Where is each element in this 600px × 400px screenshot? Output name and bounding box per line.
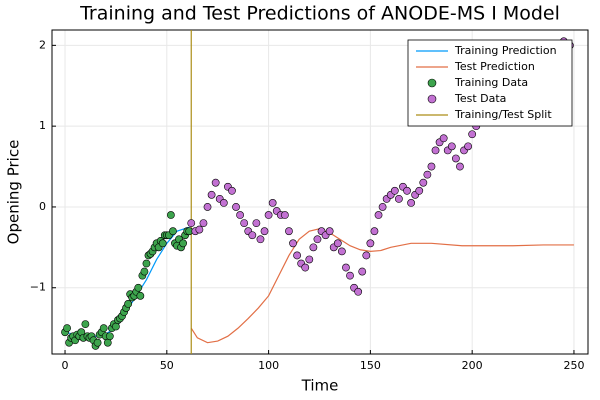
point xyxy=(134,283,143,292)
plot-frame xyxy=(51,29,589,355)
point xyxy=(293,251,301,260)
point xyxy=(362,251,371,260)
point xyxy=(285,227,293,236)
point xyxy=(236,211,244,219)
point xyxy=(228,186,236,195)
point xyxy=(268,199,277,207)
point xyxy=(248,231,257,240)
point xyxy=(142,259,151,268)
point xyxy=(136,291,145,300)
point xyxy=(468,130,477,139)
legend-label: Test Data xyxy=(454,92,506,105)
legend-label: Training Prediction xyxy=(454,44,557,57)
point xyxy=(179,239,187,248)
x-axis-label: Time xyxy=(301,377,339,395)
x-tick-label: 200 xyxy=(462,359,483,372)
legend-symbol xyxy=(427,78,437,88)
x-tick-label: 150 xyxy=(360,359,381,372)
legend-label: Training/Test Split xyxy=(454,108,552,121)
point xyxy=(407,199,415,207)
point xyxy=(313,235,322,244)
point xyxy=(354,287,363,296)
line xyxy=(64,226,190,337)
point xyxy=(280,211,289,219)
point xyxy=(309,243,318,252)
point xyxy=(219,199,228,207)
point xyxy=(195,225,204,234)
point xyxy=(346,271,354,280)
x-tick-label: 250 xyxy=(563,359,584,372)
point xyxy=(103,338,112,347)
point xyxy=(169,227,177,236)
point xyxy=(232,203,240,211)
point xyxy=(112,322,120,331)
legend-symbol xyxy=(427,94,437,104)
point xyxy=(415,186,424,195)
point xyxy=(358,267,367,276)
point xyxy=(427,162,436,171)
point xyxy=(252,219,261,228)
point xyxy=(289,239,297,248)
point xyxy=(403,186,411,195)
point xyxy=(199,219,208,228)
point xyxy=(337,247,346,256)
point xyxy=(378,203,387,211)
legend-label: Training Data xyxy=(454,76,528,89)
y-axis-label: Opening Price xyxy=(5,140,23,245)
y-tick-label: 2 xyxy=(39,38,46,51)
point xyxy=(447,142,456,151)
x-tick-label: 50 xyxy=(160,359,174,372)
point xyxy=(464,142,472,151)
point xyxy=(124,300,133,308)
point xyxy=(394,194,403,203)
point xyxy=(374,211,383,219)
point xyxy=(140,267,149,276)
point xyxy=(187,219,196,228)
point xyxy=(301,263,310,272)
point xyxy=(439,134,448,143)
y-tick-label: 1 xyxy=(39,119,46,132)
point xyxy=(451,154,460,163)
point xyxy=(203,203,212,211)
point xyxy=(260,227,269,236)
point xyxy=(305,255,314,264)
point xyxy=(264,211,273,219)
point xyxy=(166,211,175,219)
line xyxy=(190,228,574,344)
point xyxy=(93,338,102,347)
point xyxy=(211,178,220,187)
point xyxy=(325,227,334,236)
point xyxy=(158,239,167,248)
x-tick-label: 0 xyxy=(62,359,69,372)
point xyxy=(256,235,265,244)
point xyxy=(105,332,114,341)
legend-label: Test Prediction xyxy=(454,60,535,73)
point xyxy=(240,219,249,228)
point xyxy=(207,190,216,199)
point xyxy=(99,324,108,333)
legend: Training Prediction Test Prediction Traini… xyxy=(407,39,573,127)
point xyxy=(423,170,432,179)
point xyxy=(342,263,350,272)
x-tick-label: 100 xyxy=(258,359,279,372)
point xyxy=(431,146,440,155)
point xyxy=(366,239,375,248)
chart-title: Training and Test Predictions of ANODE-M… xyxy=(79,3,560,25)
point xyxy=(63,324,71,333)
point xyxy=(333,239,342,248)
point xyxy=(390,186,399,195)
point xyxy=(370,227,379,236)
point xyxy=(81,320,90,329)
point xyxy=(456,162,464,171)
y-tick-label: 0 xyxy=(39,200,46,213)
y-tick-label: −1 xyxy=(30,281,46,294)
point xyxy=(419,178,428,187)
